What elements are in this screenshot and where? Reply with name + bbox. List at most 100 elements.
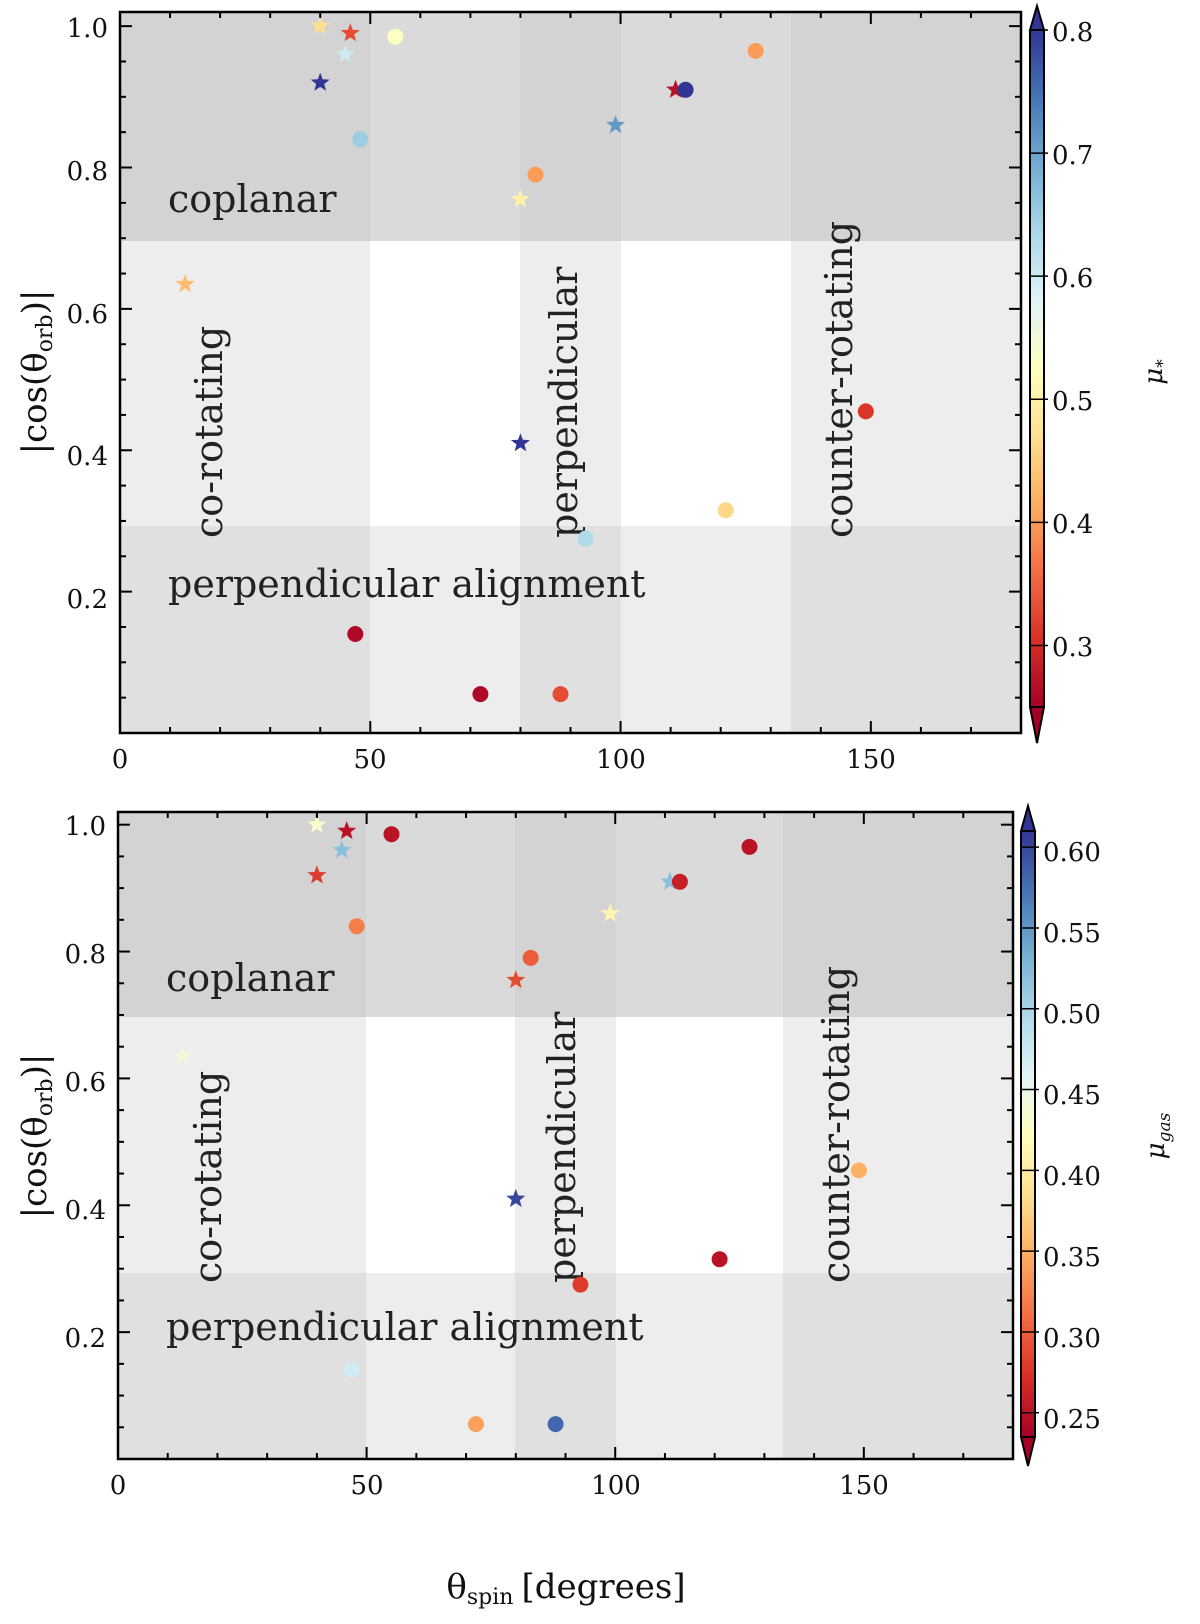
bottom-colorbar-tick-label: 0.60 (1043, 838, 1101, 868)
top-colorbar-max-extend (1028, 2, 1046, 31)
top-star-point (510, 433, 530, 452)
top-colorbar-tick-label: 0.5 (1052, 387, 1093, 417)
bottom-star-point (173, 1046, 193, 1065)
top-circle-point (387, 28, 404, 45)
bottom-xtick-label: 0 (110, 1471, 127, 1501)
bottom-star-point (506, 1188, 526, 1207)
top-xtick-label: 150 (846, 745, 896, 775)
bottom-colorbar-tick-label: 0.50 (1043, 1000, 1101, 1030)
top-xtick-label: 100 (596, 745, 646, 775)
top-star-point (310, 16, 330, 35)
bottom-colorbar-tick-label: 0.55 (1043, 919, 1101, 949)
top-label-perpendicular: perpendicular (542, 266, 586, 538)
top-ytick-label: 0.8 (67, 157, 108, 187)
bottom-ytick-label: 0.4 (65, 1196, 106, 1226)
bottom-ytick-label: 0.2 (65, 1324, 106, 1354)
bottom-xtick-label: 150 (839, 1471, 889, 1501)
top-circle-point (472, 686, 489, 703)
top-colorbar-title: μ* (1139, 359, 1173, 385)
bottom-star-point (660, 871, 680, 890)
bottom-ytick-label: 0.6 (65, 1068, 106, 1098)
bottom-circle-point (522, 949, 539, 966)
top-label-co-rotating: co-rotating (187, 326, 231, 538)
top-shade-perp-alignment (120, 526, 1021, 733)
bottom-label-co-rotating: co-rotating (186, 1071, 230, 1283)
top-circle-point (552, 686, 569, 703)
top-xtick-label: 0 (112, 745, 129, 775)
top-colorbar-body (1030, 30, 1044, 707)
top-star-point (606, 115, 626, 134)
top-circle-point (717, 502, 734, 519)
top-label-counter-rotating: counter-rotating (817, 221, 861, 538)
top-star-point (510, 189, 530, 208)
top-ytick-label: 0.4 (67, 442, 108, 472)
top-ticks (119, 12, 1021, 733)
top-circle-point (747, 42, 764, 59)
top-shade-coplanar (120, 12, 1021, 241)
bottom-panel: coplanar perpendicular alignment co-rota… (15, 802, 1175, 1610)
top-circle-point (677, 81, 694, 98)
bottom-colorbar-tick-label: 0.40 (1043, 1162, 1101, 1192)
bottom-colorbar-tick-label: 0.25 (1043, 1405, 1101, 1435)
bottom-circle-point (547, 1416, 564, 1433)
top-panel: coplanar perpendicular alignment co-rota… (15, 2, 1173, 775)
top-label-perp-alignment: perpendicular alignment (168, 562, 646, 606)
top-colorbar-min-extend (1028, 706, 1046, 744)
bottom-star-point (506, 970, 526, 989)
top-colorbar-tick-label: 0.7 (1052, 141, 1093, 171)
bottom-circle-point (343, 1362, 360, 1379)
bottom-shading (118, 812, 1013, 1459)
top-ytick-label: 0.6 (67, 300, 108, 330)
bottom-colorbar-ticks (1021, 846, 1039, 1414)
top-colorbar-ticks (1030, 29, 1048, 647)
top-circle-point (527, 166, 544, 183)
bottom-ticks (117, 812, 1013, 1459)
bottom-circle-point (850, 1162, 867, 1179)
bottom-ytick-label: 0.8 (65, 940, 106, 970)
bottom-data-points (173, 814, 867, 1433)
top-star-point (175, 274, 195, 293)
bottom-star-point (332, 840, 352, 859)
bottom-circle-point (572, 1276, 589, 1293)
top-circle-point (577, 530, 594, 547)
bottom-colorbar-tick-label: 0.45 (1043, 1081, 1101, 1111)
top-xtick-label: 50 (353, 745, 386, 775)
top-y-axis-label: |cos(θorb)| (15, 290, 58, 455)
bottom-shade-coplanar (118, 812, 1013, 1017)
bottom-circle-point (741, 838, 758, 855)
top-star-point (666, 79, 686, 98)
bottom-circle-point (711, 1251, 728, 1268)
top-star-point (335, 44, 355, 63)
bottom-label-perp-alignment: perpendicular alignment (166, 1305, 644, 1349)
top-star-point (340, 23, 360, 42)
top-ytick-label: 0.2 (67, 585, 108, 615)
bottom-star-point (337, 821, 357, 840)
top-circle-point (352, 131, 369, 148)
bottom-colorbar: 0.25 0.30 0.35 0.40 0.45 0.50 0.55 0.60 … (1019, 802, 1175, 1467)
bottom-colorbar-outline (1020, 831, 1036, 1437)
bottom-circle-point (383, 826, 400, 843)
bottom-y-axis-label: |cos(θorb)| (15, 1054, 58, 1219)
top-colorbar-tick-label: 0.4 (1052, 510, 1093, 540)
top-ytick-label: 1.0 (67, 14, 108, 44)
bottom-label-perpendicular: perpendicular (540, 1011, 584, 1283)
bottom-xtick-label: 50 (350, 1471, 383, 1501)
bottom-shade-perp-alignment (118, 1273, 1013, 1459)
bottom-colorbar-max-extend (1019, 802, 1037, 832)
bottom-star-point (307, 814, 327, 833)
bottom-ytick-label: 1.0 (65, 812, 106, 842)
top-colorbar: 0.3 0.4 0.5 0.6 0.7 0.8 μ* (1028, 2, 1173, 744)
bottom-colorbar-body (1021, 831, 1035, 1437)
top-data-points (175, 16, 874, 703)
bottom-colorbar-tick-label: 0.30 (1043, 1324, 1101, 1354)
bottom-circle-point (348, 918, 365, 935)
bottom-star-point (307, 865, 327, 884)
top-circle-point (347, 626, 364, 642)
bottom-colorbar-tick-label: 0.35 (1043, 1243, 1101, 1273)
x-axis-label: θspin [degrees] (446, 1567, 685, 1610)
top-label-coplanar: coplanar (168, 177, 337, 221)
top-shading (120, 12, 1021, 733)
bottom-circle-point (468, 1416, 484, 1433)
top-colorbar-tick-label: 0.3 (1052, 633, 1093, 663)
